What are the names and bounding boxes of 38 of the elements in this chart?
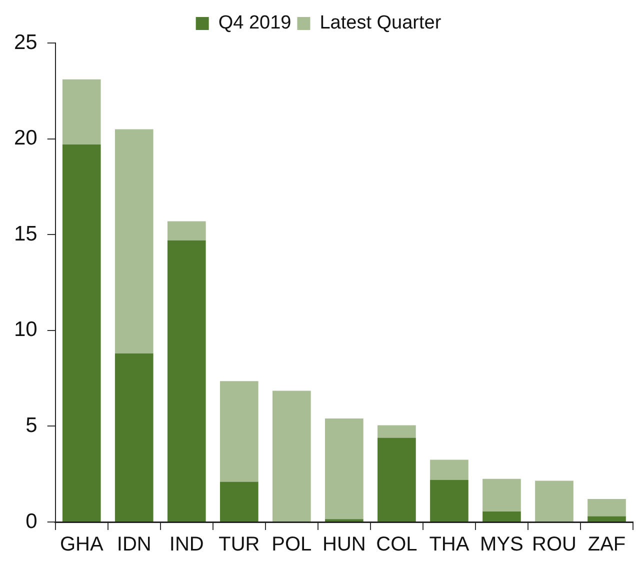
x-tick-label: COL [376,534,418,556]
bar [482,511,521,522]
bar [167,240,206,522]
bar [588,516,626,522]
bar [62,79,101,145]
bar [482,478,521,512]
x-tick-label: HUN [322,534,366,556]
bar [378,438,416,522]
bar [220,381,258,482]
x-tick-label: POL [272,534,312,556]
x-tick-label: MYS [480,534,524,556]
y-tick-label: 5 [26,414,38,437]
bar [62,144,101,522]
y-tick-label: 0 [26,510,38,533]
x-tick-label: ZAF [588,534,626,556]
bar [325,418,364,520]
bar [272,390,311,522]
bar [114,129,154,354]
bar [535,480,574,522]
bar [114,353,154,522]
x-tick-label: IDN [116,534,152,556]
y-tick-label: 15 [14,222,38,246]
x-tick-label: ROU [532,534,576,556]
x-tick-label: GHA [60,534,104,556]
y-tick-label: 10 [14,318,38,342]
bar [430,460,468,480]
bar [588,499,626,516]
y-tick-label: 20 [14,126,38,150]
bar [167,221,206,240]
x-tick-label: TUR [218,534,260,556]
bar [430,480,468,522]
bar [220,482,258,522]
bar [378,425,416,438]
x-tick-label: IND [169,534,204,556]
legend-label: Q4 2019 [218,12,292,34]
legend-label: Latest Quarter [320,12,442,34]
y-tick-label: 25 [14,30,38,54]
x-tick-label: THA [429,534,470,556]
